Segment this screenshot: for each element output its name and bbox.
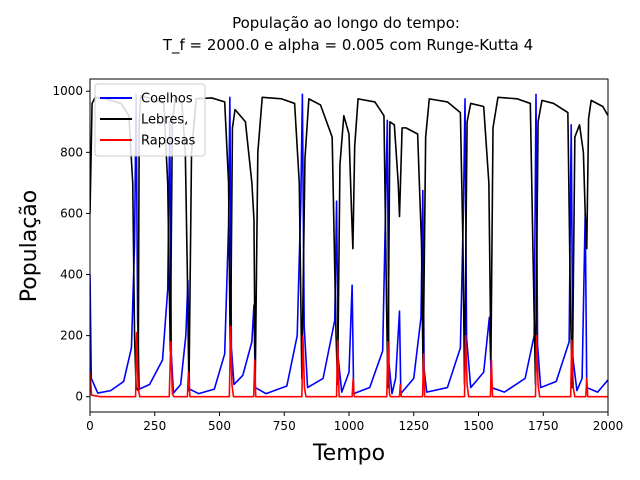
y-tick-label: 800 — [60, 145, 83, 159]
series-line-2 — [90, 325, 608, 398]
y-axis-label: População — [17, 190, 42, 302]
x-tick-label: 500 — [208, 419, 231, 433]
x-tick-label: 0 — [86, 419, 94, 433]
x-tick-label: 750 — [273, 419, 296, 433]
y-tick-label: 1000 — [52, 84, 83, 98]
x-axis-label: Tempo — [312, 441, 385, 466]
x-tick-label: 1500 — [463, 419, 494, 433]
legend-label-2: Raposas — [141, 134, 196, 149]
chart-title: População ao longo do tempo: — [232, 14, 460, 32]
y-tick-label: 200 — [60, 329, 83, 343]
y-axis: 0 200 400 600 800 1000 — [52, 84, 90, 404]
x-tick-label: 2000 — [593, 419, 624, 433]
legend-label-1: Lebres, — [141, 113, 188, 128]
y-tick-label: 600 — [60, 206, 83, 220]
x-axis: 0 250 500 750 1000 1250 1500 1750 2000 — [86, 412, 623, 433]
x-tick-label: 1000 — [334, 419, 365, 433]
x-tick-label: 1250 — [398, 419, 429, 433]
legend-label-0: Coelhos — [141, 92, 193, 107]
y-tick-label: 400 — [60, 268, 83, 282]
x-tick-label: 1750 — [528, 419, 559, 433]
legend: Coelhos Lebres, Raposas — [94, 83, 206, 157]
x-tick-label: 250 — [143, 419, 166, 433]
y-tick-label: 0 — [75, 390, 83, 404]
legend-box — [94, 83, 206, 157]
chart-subtitle: T_f = 2000.0 e alpha = 0.005 com Runge-K… — [162, 36, 533, 55]
